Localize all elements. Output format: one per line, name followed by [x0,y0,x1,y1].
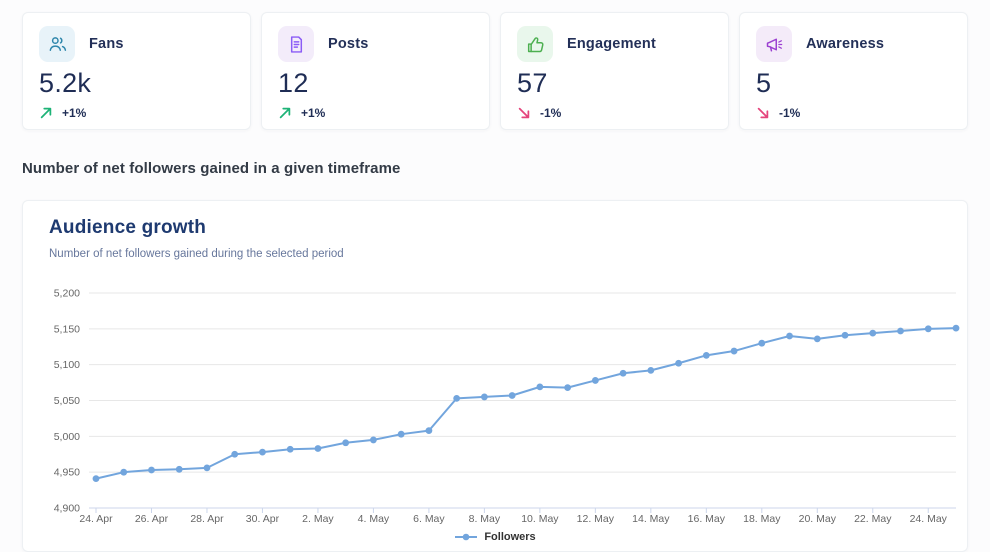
data-point-marker [647,367,655,374]
data-point-marker [591,377,599,384]
trend-up-icon [40,107,52,119]
data-point-marker [425,427,433,434]
y-axis-label: 5,200 [54,288,80,300]
y-axis-label: 4,900 [54,503,80,515]
x-axis-label: 6. May [413,513,445,525]
chart-subtitle: Number of net followers gained during th… [49,248,344,260]
legend-label: Followers [484,531,536,543]
trend-up-icon [279,107,291,119]
trend-down-icon [518,107,530,119]
followers-line-chart: 4,900 4,950 5,000 5,050 5,100 5,150 5,200 24. A… [54,288,960,525]
stat-card-posts: Posts 12 +1% [261,12,490,130]
data-point-marker [286,445,294,453]
data-point-marker [370,436,377,444]
trend-value: -1% [540,106,562,120]
data-point-marker [231,450,239,458]
x-axis-label: 22. May [854,513,892,525]
x-axis-label: 28. Apr [190,513,224,525]
x-axis-label: 12. May [577,513,615,525]
data-point-marker [702,351,710,359]
data-point-marker [758,339,766,347]
stat-card-engagement: Engagement 57 -1% [500,12,729,130]
y-axis-label: 5,100 [54,359,80,371]
y-axis-label: 5,000 [54,431,80,443]
followers-series-line [95,327,957,480]
chart-title: Audience growth [49,217,207,238]
data-point-marker [841,331,849,339]
data-point-marker [952,324,960,332]
x-axis-label: 2. May [302,513,334,525]
stat-value: 12 [278,68,309,98]
data-point-marker [203,464,211,472]
data-point-marker [730,347,738,355]
trend-down-icon [757,107,769,119]
x-axis-label: 4. May [358,513,390,525]
stat-cards-row: Fans 5.2k +1% Posts 12 +1% [22,12,968,130]
data-point-marker [175,465,183,473]
trend-value: +1% [62,106,87,120]
audience-growth-card: Audience growth Number of net followers … [22,200,968,552]
x-axis-label: 8. May [469,513,501,525]
data-point-marker [148,466,155,474]
data-point-marker [508,392,516,399]
y-axis-label: 5,150 [54,323,80,335]
stat-card-fans: Fans 5.2k +1% [22,12,251,130]
stat-value: 57 [517,68,548,98]
engagement-icon [517,26,553,62]
data-point-marker [786,332,793,340]
data-point-marker [342,439,350,447]
data-point-marker [314,445,322,452]
y-axis-label: 4,950 [54,467,80,479]
x-axis-label: 30. Apr [246,513,280,525]
data-point-marker [564,384,572,391]
stat-value: 5.2k [39,68,92,98]
y-axis-label: 5,050 [54,395,80,407]
stat-label: Awareness [806,36,885,52]
data-point-marker [897,327,904,335]
stat-label: Engagement [567,36,657,52]
data-point-marker [92,475,100,483]
trend-value: -1% [779,106,801,120]
stat-card-awareness: Awareness 5 -1% [739,12,968,130]
data-point-marker [924,325,932,333]
data-point-marker [536,383,544,391]
data-point-marker [480,393,488,401]
data-point-marker [869,329,877,337]
x-axis-label: 18. May [743,513,781,525]
stat-label: Posts [328,36,369,52]
trend-value: +1% [301,106,326,120]
awareness-icon [756,26,792,62]
fans-icon [39,26,75,62]
stat-label: Fans [89,36,124,52]
data-point-marker [120,468,128,476]
section-heading: Number of net followers gained in a give… [22,160,401,177]
data-point-marker [453,394,461,402]
data-point-marker [259,448,266,456]
x-axis-label: 14. May [632,513,670,525]
data-point-marker [397,430,405,438]
legend-marker-icon [455,533,478,541]
data-point-marker [675,359,682,367]
x-axis-label: 24. Apr [79,513,113,525]
data-point-marker [619,369,627,377]
x-axis-label: 20. May [799,513,837,525]
stat-value: 5 [756,68,772,98]
legend-item-followers[interactable]: Followers [23,531,967,543]
x-axis-label: 10. May [521,513,559,525]
posts-icon [278,26,314,62]
x-axis-label: 16. May [688,513,726,525]
data-point-marker [813,335,821,343]
x-axis-label: 26. Apr [135,513,169,525]
x-axis-label: 24. May [910,513,948,525]
